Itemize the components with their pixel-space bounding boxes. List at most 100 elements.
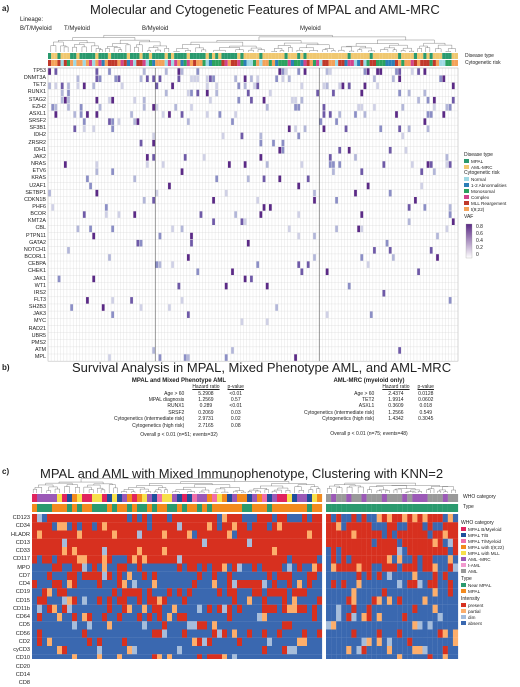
marker-cell — [47, 646, 53, 655]
marker-cell — [326, 530, 332, 539]
marker-cell — [407, 588, 413, 597]
mutation-cell — [297, 261, 301, 268]
cyto-risk-cell — [98, 60, 102, 66]
marker-cell — [447, 538, 454, 548]
marker-cell — [297, 547, 303, 556]
marker-cell — [127, 629, 133, 638]
marker-cell — [262, 596, 268, 605]
mutation-cell — [190, 232, 193, 240]
marker-cell — [202, 538, 208, 548]
marker-cell — [192, 621, 198, 630]
marker-cell — [437, 613, 443, 622]
marker-cell — [192, 547, 198, 556]
marker-cell — [351, 654, 357, 659]
marker-cell — [162, 613, 168, 622]
marker-cell — [302, 654, 308, 659]
mutation-cell — [373, 75, 376, 82]
mutation-cell — [155, 104, 159, 111]
table-cell: 2.4374 — [388, 390, 404, 397]
who-category-cell — [356, 494, 362, 502]
marker-cell — [37, 604, 43, 614]
marker-cell — [417, 654, 423, 659]
marker-cell — [242, 538, 248, 548]
mutation-cell — [338, 146, 342, 154]
marker-cell — [317, 522, 323, 531]
mutation-cell — [328, 111, 332, 118]
marker-cell — [312, 637, 318, 647]
gene-label: BCORL1 — [24, 254, 46, 261]
disease-type-cell — [230, 53, 235, 59]
marker-cell — [217, 637, 223, 647]
marker-cell — [277, 613, 283, 622]
panel-c-title: MPAL and AML with Mixed Immunophenotype,… — [40, 466, 444, 481]
mutation-cell — [133, 96, 137, 104]
mutation-cell — [287, 225, 291, 233]
marker-cell — [77, 596, 83, 605]
mutation-cell — [325, 68, 329, 75]
marker-cell — [307, 604, 313, 614]
marker-cell — [392, 580, 398, 589]
marker-cell — [432, 555, 438, 564]
cyto-risk-cell — [426, 60, 430, 66]
marker-cell — [127, 621, 133, 630]
marker-cell — [346, 580, 352, 589]
marker-cell — [182, 563, 188, 572]
gene-label: SH2B3 — [28, 304, 46, 311]
mutation-cell — [139, 139, 143, 147]
marker-cell — [427, 555, 433, 564]
gene-label: PMS2 — [31, 339, 46, 346]
disease-type-cell — [208, 53, 212, 59]
cyto-risk-cell — [215, 60, 219, 66]
marker-cell — [302, 621, 308, 630]
who-category-cell — [392, 494, 398, 502]
mutation-cell — [82, 211, 86, 218]
mutation-cell — [366, 182, 370, 190]
marker-cell — [217, 538, 223, 548]
marker-cell — [317, 563, 323, 572]
marker-cell — [366, 580, 372, 589]
marker-cell — [376, 629, 382, 638]
marker-cell — [452, 604, 459, 614]
cyto-risk-cell — [85, 60, 89, 66]
marker-cell — [407, 530, 413, 539]
marker-cell — [102, 654, 108, 659]
type-cell — [262, 504, 268, 512]
disease-type-cell — [92, 53, 96, 59]
marker-cell — [107, 522, 113, 531]
marker-cell — [427, 547, 433, 556]
legend-swatch — [461, 569, 466, 573]
marker-cell — [177, 580, 183, 589]
marker-cell — [252, 596, 258, 605]
marker-cell — [172, 637, 178, 647]
gene-label: DNMT3A — [23, 75, 46, 82]
marker-cell — [317, 580, 323, 589]
cyto-risk-cell — [205, 60, 209, 66]
disease-type-cell — [271, 53, 276, 59]
marker-cell — [107, 563, 113, 572]
disease-type-cell — [435, 53, 440, 59]
mutation-cell — [133, 118, 137, 125]
marker-cell — [326, 621, 332, 630]
marker-cell — [447, 629, 454, 638]
marker-cell — [77, 580, 83, 589]
marker-cell — [177, 596, 183, 605]
mutation-cell — [168, 182, 171, 190]
marker-cell — [371, 646, 377, 655]
legend-label: Complex — [471, 194, 490, 200]
table-cell: 0.0602 — [418, 396, 434, 403]
mutation-cell — [328, 68, 332, 75]
marker-cell — [422, 580, 428, 589]
marker-cell — [77, 522, 83, 531]
marker-cell — [376, 563, 382, 572]
marker-cell — [152, 538, 158, 548]
marker-cell — [62, 629, 68, 638]
marker-cell — [192, 604, 198, 614]
mutation-cell — [104, 211, 108, 218]
mutation-cell — [133, 211, 137, 218]
marker-cell — [381, 613, 388, 622]
marker-cell — [107, 646, 113, 655]
marker-cell — [346, 654, 352, 659]
mutation-cell — [423, 118, 427, 125]
marker-cell — [257, 522, 263, 531]
marker-cell — [257, 538, 263, 548]
